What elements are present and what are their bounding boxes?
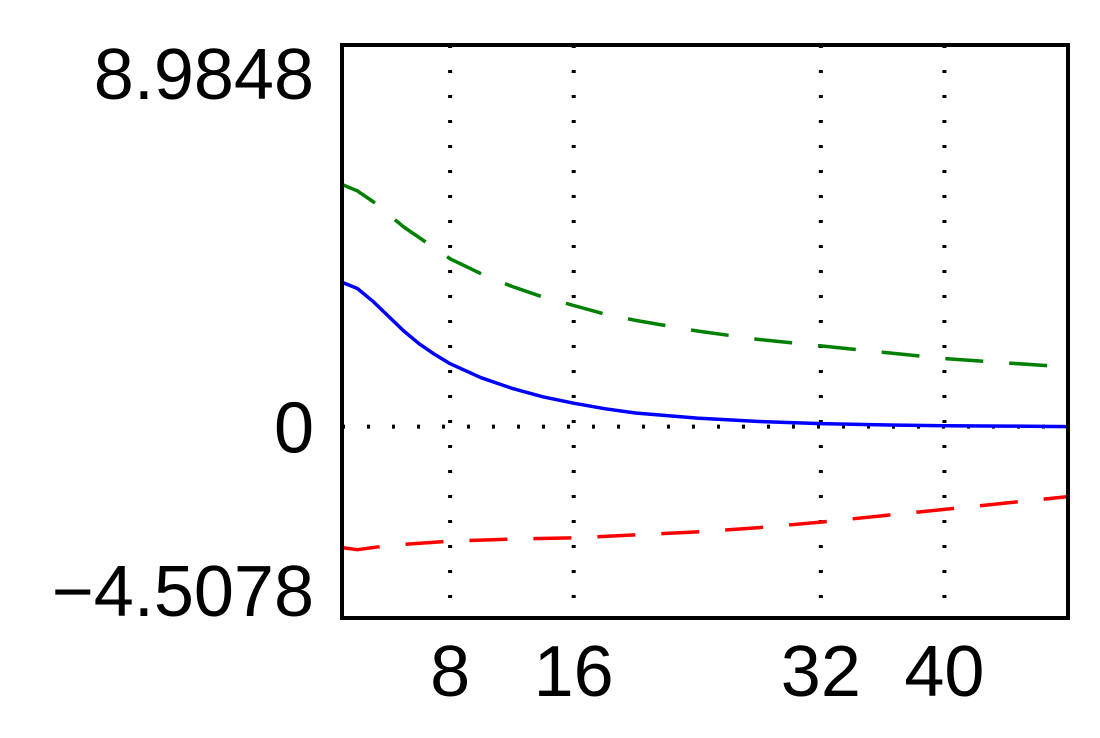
- series-lines: [341, 182, 1069, 552]
- series-line-0: [341, 182, 1069, 369]
- x-tick-label-1: 16: [534, 632, 614, 712]
- x-tick-label-2: 32: [781, 632, 861, 712]
- y-tick-label-1: 0: [274, 389, 314, 469]
- series-line-2: [341, 494, 1069, 552]
- y-tick-label-0: −4.5078: [52, 552, 314, 632]
- series-line-1: [341, 280, 1069, 429]
- y-tick-label-2: 8.9848: [94, 35, 314, 115]
- x-tick-label-0: 8: [430, 632, 470, 712]
- x-tick-label-3: 40: [904, 632, 984, 712]
- tick-labels: 8 16 32 40 −4.5078 0 8.9848: [52, 35, 985, 712]
- plot-frame: [340, 43, 1070, 620]
